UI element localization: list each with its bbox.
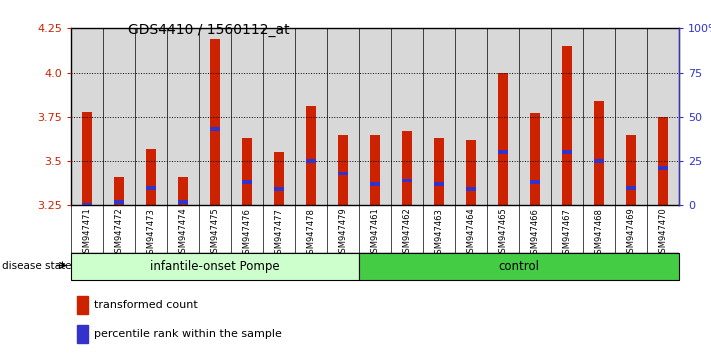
Bar [71, 253, 359, 280]
Bar [274, 188, 284, 192]
Bar [594, 101, 604, 205]
Text: GSM947479: GSM947479 [338, 208, 348, 258]
Bar [327, 28, 359, 205]
Bar [423, 28, 455, 205]
Bar [466, 188, 476, 192]
Bar [402, 178, 412, 182]
Text: GSM947461: GSM947461 [370, 208, 380, 258]
Bar [530, 181, 540, 184]
Bar [135, 28, 167, 205]
Bar [82, 204, 92, 207]
Bar [551, 28, 583, 205]
Text: transformed count: transformed count [94, 299, 198, 310]
Bar [338, 135, 348, 205]
Bar [231, 28, 263, 205]
Bar [146, 185, 156, 189]
Bar [210, 127, 220, 131]
Bar [359, 28, 391, 205]
Text: GSM947468: GSM947468 [594, 208, 604, 258]
Text: percentile rank within the sample: percentile rank within the sample [94, 329, 282, 339]
Text: GSM947474: GSM947474 [178, 208, 188, 258]
Bar [167, 28, 199, 205]
Bar [434, 182, 444, 186]
Bar [370, 182, 380, 186]
Bar [647, 28, 679, 205]
Bar [562, 46, 572, 205]
Bar [562, 150, 572, 154]
Bar [487, 28, 519, 205]
Text: GSM947466: GSM947466 [530, 208, 540, 258]
Bar [242, 138, 252, 205]
Text: GSM947478: GSM947478 [306, 208, 316, 258]
Bar [242, 181, 252, 184]
Bar [519, 28, 551, 205]
Bar [178, 177, 188, 205]
Bar [530, 113, 540, 205]
Text: infantile-onset Pompe: infantile-onset Pompe [150, 260, 280, 273]
Bar [77, 296, 88, 314]
Bar [274, 152, 284, 205]
Text: GSM947462: GSM947462 [402, 208, 412, 258]
Text: disease state: disease state [2, 261, 72, 271]
Bar [498, 150, 508, 154]
Bar [370, 135, 380, 205]
Bar [583, 28, 615, 205]
Bar [359, 253, 679, 280]
Bar [626, 135, 636, 205]
Bar [82, 112, 92, 205]
Bar [391, 28, 423, 205]
Text: GSM947467: GSM947467 [562, 208, 572, 258]
Bar [338, 172, 348, 175]
Bar [594, 159, 604, 163]
Text: GSM947477: GSM947477 [274, 208, 284, 258]
Bar [114, 177, 124, 205]
Bar [402, 131, 412, 205]
Text: GSM947469: GSM947469 [626, 208, 636, 258]
Text: control: control [498, 260, 540, 273]
Bar [103, 28, 135, 205]
Bar [178, 200, 188, 204]
Text: GSM947475: GSM947475 [210, 208, 220, 258]
Bar [658, 166, 668, 170]
Bar [434, 138, 444, 205]
Bar [199, 28, 231, 205]
Text: GSM947470: GSM947470 [658, 208, 668, 258]
Bar [263, 28, 295, 205]
Text: GSM947472: GSM947472 [114, 208, 124, 258]
Text: GSM947473: GSM947473 [146, 208, 156, 258]
Bar [306, 159, 316, 163]
Bar [615, 28, 647, 205]
Text: GSM947471: GSM947471 [82, 208, 92, 258]
Text: GSM947463: GSM947463 [434, 208, 444, 258]
Text: GDS4410 / 1560112_at: GDS4410 / 1560112_at [128, 23, 289, 37]
Text: GSM947465: GSM947465 [498, 208, 508, 258]
Bar [466, 140, 476, 205]
Bar [658, 117, 668, 205]
Bar [71, 28, 103, 205]
Bar [77, 325, 88, 343]
Bar [146, 149, 156, 205]
Bar [295, 28, 327, 205]
Bar [210, 39, 220, 205]
Bar [306, 106, 316, 205]
Bar [114, 200, 124, 204]
Bar [455, 28, 487, 205]
Bar [626, 185, 636, 189]
Text: GSM947464: GSM947464 [466, 208, 476, 258]
Text: GSM947476: GSM947476 [242, 208, 252, 258]
Bar [498, 73, 508, 205]
